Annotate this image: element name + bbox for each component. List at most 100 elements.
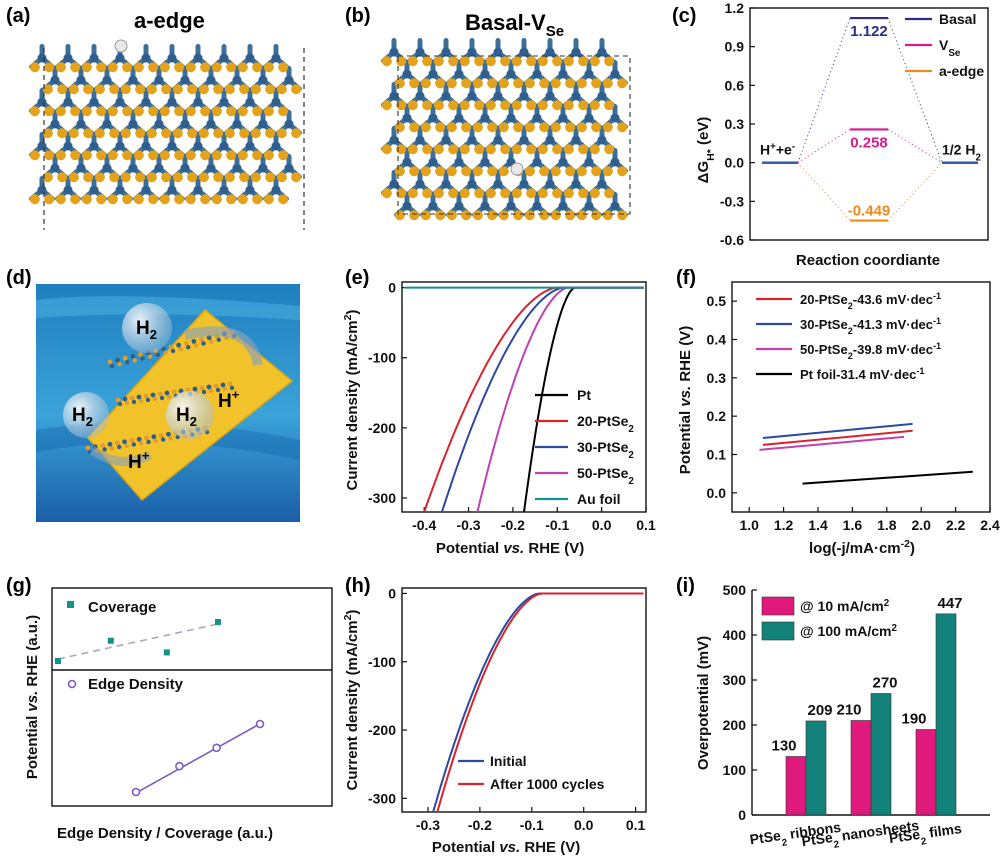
y-tick-label: 0.0 — [707, 485, 727, 501]
ribbon-atom — [215, 387, 221, 393]
pt-atom — [271, 141, 281, 151]
y-axis-label-part-1: 2 — [342, 614, 354, 620]
pt-atom — [415, 47, 425, 57]
se-atom — [498, 210, 509, 221]
y-axis-label-part-2: RHE (V) — [677, 326, 694, 386]
label-h2-top: H2 — [136, 318, 157, 342]
pt-atom — [545, 91, 555, 101]
x-axis-label-part-0: Potential — [436, 540, 504, 557]
se-atom — [485, 144, 496, 155]
legend-label-bar10: @ 10 mA/cm2 — [800, 598, 890, 615]
pt-atom — [193, 53, 203, 63]
pt-atom — [232, 75, 242, 85]
pt-atom — [271, 185, 281, 195]
se-atom — [381, 188, 392, 199]
state-label-left-part-1: + — [770, 141, 776, 152]
se-atom — [146, 128, 157, 139]
panel-tag-g: (g) — [6, 575, 32, 597]
ribbon-atom — [114, 440, 120, 446]
se-atom — [109, 172, 120, 183]
x-tick-label: 0.1 — [636, 517, 656, 533]
y-tick-label: 0.6 — [725, 77, 745, 93]
x-category-label-part-0: PtSe — [888, 826, 921, 846]
se-atom — [107, 194, 118, 205]
se-atom — [198, 128, 209, 139]
se-atom — [550, 166, 561, 177]
pt-atom — [428, 201, 438, 211]
y-tick-label: 0.2 — [707, 408, 727, 424]
legend-swatch-bar100 — [761, 621, 795, 641]
se-atom — [55, 106, 66, 117]
se-atom — [578, 188, 589, 199]
se-atom — [122, 150, 133, 161]
bar-bar10-1 — [850, 720, 872, 816]
x-axis-label-part-0: log(-j/mA·cm — [809, 540, 901, 557]
se-atom — [224, 128, 235, 139]
legend-label-pt20-part-1: 2 — [628, 424, 634, 435]
x-tick-label: 1.8 — [877, 517, 897, 533]
pt-atom — [232, 119, 242, 129]
state-label-left-part-2: +e — [776, 142, 792, 158]
ribbon-atom — [166, 394, 172, 400]
h2-top-sub: 2 — [150, 327, 157, 342]
legend-label-bar10-part-0: @ 10 mA/cm — [800, 598, 884, 614]
se-atom — [524, 122, 535, 133]
se-atom — [211, 106, 222, 117]
se-atom — [278, 194, 289, 205]
se-atom — [513, 78, 524, 89]
se-atom — [291, 128, 302, 139]
se-atom — [252, 150, 263, 161]
se-atom — [617, 166, 628, 177]
chart-e-polarization: -0.4 -0.3 -0.2 -0.1 0.0 0.1 0 -100 -200 -300 Pt 20-… — [342, 280, 656, 557]
pt-atom — [597, 47, 607, 57]
se-atom — [265, 172, 276, 183]
se-atom — [107, 106, 118, 117]
legend-label-pt20-part-2: -43.6 mV·dec — [853, 292, 933, 307]
x-axis-label-part-2: ) — [910, 540, 915, 557]
tafel-line-pt20 — [762, 429, 913, 446]
se-atom — [185, 194, 196, 205]
bar-label-bar100-1: 270 — [872, 675, 897, 692]
x-tick-label: 0.0 — [574, 817, 594, 833]
ribbon-atom — [125, 360, 130, 365]
ribbon-atom — [176, 342, 182, 348]
se-atom — [278, 62, 289, 73]
se-atom — [422, 56, 433, 67]
pt-atom — [50, 75, 60, 85]
pt-atom — [206, 75, 216, 85]
se-atom — [68, 172, 79, 183]
x-category-label: PtSe2 ribbons — [749, 819, 843, 853]
se-atom — [539, 122, 550, 133]
x-category-label-part-1: 2 — [920, 835, 927, 847]
y-axis-label-part-0: ΔG — [695, 161, 712, 183]
ribbon-atom — [109, 363, 115, 369]
se-atom — [526, 144, 537, 155]
se-atom — [474, 56, 485, 67]
se-atom — [500, 188, 511, 199]
se-atom — [576, 166, 587, 177]
ribbon-atom — [178, 346, 183, 352]
pt-atom — [389, 47, 399, 57]
ribbon-atom — [222, 386, 228, 392]
panel-a-title: a-edge — [134, 8, 205, 33]
se-atom — [485, 56, 496, 67]
pt-atom — [402, 113, 412, 123]
se-atom — [550, 122, 561, 133]
se-atom — [409, 78, 420, 89]
x-tick-label: 0.1 — [626, 817, 646, 833]
ribbon-atom — [163, 350, 168, 356]
se-atom — [29, 106, 40, 117]
pt-atom — [258, 163, 268, 173]
se-atom — [524, 210, 535, 221]
se-atom — [487, 210, 498, 221]
pt-atom — [454, 113, 464, 123]
panel-tag-a: (a) — [6, 5, 30, 27]
y-tick-label: 0.3 — [725, 116, 745, 132]
ribbon-atom — [115, 397, 121, 403]
se-atom — [211, 62, 222, 73]
ribbon-atom — [136, 436, 142, 442]
edge-point — [212, 743, 221, 753]
se-atom — [563, 100, 574, 111]
se-atom — [500, 56, 511, 67]
se-atom — [250, 128, 261, 139]
